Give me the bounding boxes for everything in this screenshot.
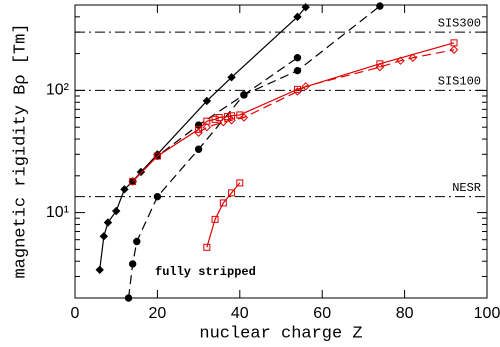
circle-marker <box>153 192 162 201</box>
circle-marker <box>293 66 302 75</box>
y-tick-label: 10¹ <box>46 204 69 221</box>
x-tick-label: 0 <box>71 305 80 322</box>
series-line <box>99 6 307 270</box>
x-tick-label: 60 <box>313 305 331 322</box>
square-marker <box>153 152 161 160</box>
circle-marker <box>240 91 248 99</box>
square-marker <box>203 243 211 251</box>
circle-marker <box>133 237 141 246</box>
diamond-marker <box>239 113 249 122</box>
x-tick-label: 40 <box>231 305 249 322</box>
square-marker <box>211 115 219 123</box>
square-marker <box>215 114 223 122</box>
circle-marker <box>128 260 137 268</box>
reference-label: SIS100 <box>438 75 481 89</box>
diamond-marker <box>396 56 405 65</box>
diamond-marker <box>111 206 121 216</box>
diamond-marker <box>375 62 385 72</box>
square-marker <box>219 199 227 207</box>
square-marker <box>223 113 231 121</box>
diamond-marker <box>293 12 302 22</box>
square-marker <box>211 215 219 223</box>
y-axis-label: magnetic rigidity Bρ [Tm] <box>11 23 30 278</box>
series-line <box>132 42 455 182</box>
diamond-marker <box>202 96 212 106</box>
square-marker <box>236 179 244 187</box>
square-marker <box>293 85 301 93</box>
x-tick-label: 80 <box>396 305 414 322</box>
diamond-marker <box>103 218 113 227</box>
diamond-marker <box>227 116 236 125</box>
circle-marker <box>293 54 302 62</box>
x-tick-label: 20 <box>149 305 167 322</box>
annotation: fully stripped <box>155 265 256 279</box>
diamond-marker <box>293 87 302 96</box>
diamond-marker <box>301 82 310 91</box>
diamond-marker <box>219 117 228 127</box>
reference-label: SIS300 <box>438 16 481 30</box>
diamond-marker <box>194 128 203 137</box>
diamond-marker <box>227 73 236 82</box>
series-line <box>127 5 381 299</box>
circle-marker <box>194 145 203 153</box>
series-line <box>198 49 455 134</box>
circle-marker <box>376 2 384 10</box>
square-marker <box>228 189 236 197</box>
x-axis-label: nuclear charge Z <box>199 324 362 343</box>
diamond-marker <box>99 232 109 241</box>
y-tick-label: 10² <box>46 82 70 99</box>
square-marker <box>129 177 137 185</box>
diamond-marker <box>202 122 212 132</box>
diamond-marker <box>408 53 418 62</box>
reference-label: NESR <box>452 181 481 195</box>
square-marker <box>376 60 384 68</box>
square-marker <box>228 112 236 120</box>
diamond-marker <box>449 45 459 54</box>
plot-frame <box>74 4 488 299</box>
x-tick-label: 100 <box>474 305 500 322</box>
diamond-marker <box>301 2 310 12</box>
diamond-marker <box>95 265 104 275</box>
diamond-marker <box>120 185 129 194</box>
circle-marker <box>124 294 133 302</box>
